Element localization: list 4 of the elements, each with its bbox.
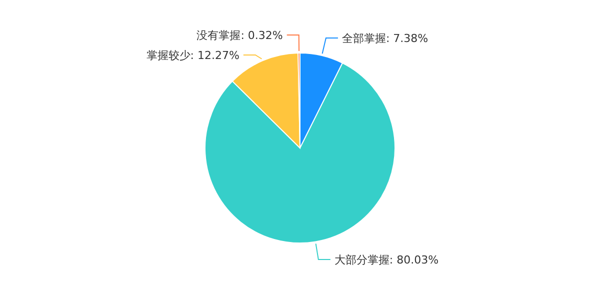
slice-label: 掌握较少: 12.27% <box>146 49 240 62</box>
slice-label: 没有掌握: 0.32% <box>196 29 283 42</box>
slice-label: 大部分掌握: 80.03% <box>334 253 439 266</box>
slice-label: 全部掌握: 7.38% <box>342 32 428 46</box>
